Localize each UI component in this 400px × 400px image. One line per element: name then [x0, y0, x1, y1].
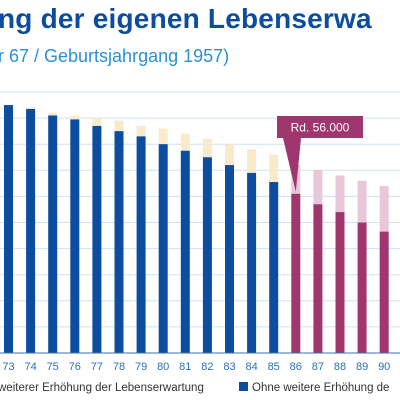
bar-extra-74 [26, 107, 36, 109]
x-tick-label: 77 [91, 361, 103, 373]
bar-base-88 [335, 212, 345, 353]
bar-base-74 [26, 108, 36, 353]
bar-extra-84 [247, 149, 257, 173]
legend-label-base: Ohne weitere Erhöhung de [252, 382, 389, 394]
x-tick-label: 81 [179, 361, 191, 373]
x-tick-label: 78 [113, 361, 125, 373]
bar-base-86 [291, 193, 301, 353]
bar-extra-82 [202, 138, 212, 158]
bar-extra-76 [70, 115, 80, 120]
x-tick-label: 89 [356, 361, 368, 373]
x-tick-label: 75 [47, 361, 59, 373]
x-tick-label: 74 [24, 361, 36, 373]
bar-base-85 [269, 182, 279, 353]
bar-extra-89 [357, 180, 367, 223]
bar-base-81 [180, 150, 190, 353]
chart-title: ng der eigenen Lebenserwa [0, 3, 372, 34]
callout-label: Rd. 56.000 [291, 121, 350, 135]
x-tick-label: 87 [312, 361, 324, 373]
x-tick-label: 90 [378, 361, 390, 373]
bar-extra-77 [92, 118, 102, 126]
x-tick-label: 84 [245, 361, 257, 373]
bar-extra-83 [225, 144, 234, 166]
bar-extra-88 [335, 175, 345, 213]
x-tick-label: 88 [334, 361, 346, 373]
bar-base-82 [202, 157, 212, 353]
bar-base-75 [48, 115, 58, 354]
bar-base-80 [158, 144, 168, 353]
bar-base-87 [313, 204, 323, 353]
bar-base-89 [357, 222, 367, 353]
bar-base-73 [4, 105, 13, 353]
callout-pointer [283, 138, 301, 192]
x-tick-label: 85 [268, 361, 280, 373]
bar-extra-85 [269, 154, 279, 183]
x-tick-label: 76 [69, 361, 81, 373]
bar-extra-78 [114, 120, 124, 132]
x-tick-label: 82 [201, 361, 213, 373]
bar-base-79 [136, 136, 146, 353]
bars [4, 105, 389, 354]
bar-extra-81 [180, 133, 190, 151]
legend-swatch-base [239, 382, 248, 391]
x-tick-label: 83 [223, 361, 235, 373]
x-tick-label: 79 [135, 361, 147, 373]
bar-base-83 [225, 165, 234, 353]
bar-base-77 [92, 125, 102, 354]
legend-label-with-increase: weiterer Erhöhung der Lebenserwartung [0, 382, 204, 394]
x-tick-label: 80 [157, 361, 169, 373]
bar-base-90 [379, 231, 389, 353]
bar-base-78 [114, 131, 124, 353]
bar-extra-80 [158, 128, 168, 145]
x-tick-label: 73 [2, 361, 14, 373]
bar-base-76 [70, 119, 80, 353]
bar-extra-79 [136, 125, 146, 137]
callout-box [277, 116, 363, 138]
bar-extra-75 [48, 112, 58, 116]
chart-subtitle: r 67 / Geburtsjahrgang 1957) [0, 46, 230, 66]
callout: Rd. 56.000 [277, 116, 363, 192]
legend: weiterer Erhöhung der Lebenserwartung Ohn… [0, 382, 389, 394]
x-tick-label: 86 [290, 361, 302, 373]
bar-extra-90 [379, 185, 389, 232]
bar-base-84 [247, 172, 257, 353]
bar-extra-87 [313, 170, 323, 205]
x-tick-labels: 73747576777879808182838485868788899091 [2, 361, 390, 373]
